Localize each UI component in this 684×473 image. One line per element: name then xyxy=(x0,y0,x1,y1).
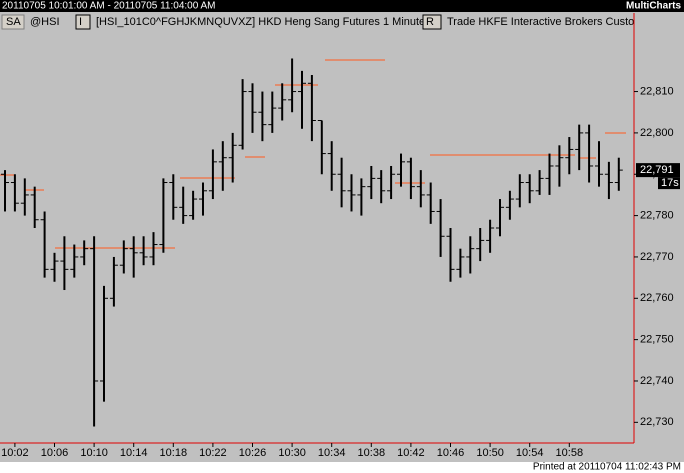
y-tick-label: 22,730 xyxy=(640,416,674,428)
x-tick-label: 10:06 xyxy=(41,447,69,459)
x-tick-label: 10:10 xyxy=(80,447,108,459)
last-price-label: 22,791 xyxy=(640,164,674,176)
app-name: MultiCharts xyxy=(626,1,681,12)
range-button[interactable] xyxy=(422,14,442,30)
x-tick-label: 10:50 xyxy=(476,447,504,459)
x-tick-label: 10:34 xyxy=(318,447,346,459)
x-tick-label: 10:22 xyxy=(199,447,227,459)
countdown: 17s xyxy=(661,177,679,189)
x-tick-label: 10:18 xyxy=(160,447,188,459)
countdown-box xyxy=(658,177,680,190)
data-source: Trade HKFE Interactive Brokers Custo xyxy=(447,16,634,28)
range-label: R xyxy=(426,16,434,28)
title-bar xyxy=(0,0,684,12)
y-tick-label: 22,780 xyxy=(640,210,674,222)
y-tick-label: 22,740 xyxy=(640,375,674,387)
y-tick-label: 22,810 xyxy=(640,85,674,97)
x-tick-label: 10:38 xyxy=(358,447,386,459)
time-range: 20110705 10:01:00 AM - 20110705 11:04:00… xyxy=(2,1,216,12)
y-tick-label: 22,760 xyxy=(640,292,674,304)
x-tick-label: 10:02 xyxy=(1,447,29,459)
footer-bar xyxy=(0,462,684,473)
interval-label: I xyxy=(79,16,82,28)
last-price-box xyxy=(636,163,680,178)
x-tick-label: 10:30 xyxy=(278,447,306,459)
x-tick-label: 10:14 xyxy=(120,447,148,459)
x-tick-label: 10:26 xyxy=(239,447,267,459)
tab-button[interactable] xyxy=(1,14,25,30)
description: [HSI_101C0^FGHJKMNQUVXZ] HKD Heng Sang F… xyxy=(96,16,425,28)
y-tick-label: 22,770 xyxy=(640,251,674,263)
x-tick-label: 10:46 xyxy=(437,447,465,459)
x-tick-label: 10:42 xyxy=(397,447,425,459)
interval-button[interactable] xyxy=(75,14,91,30)
x-tick-label: 10:58 xyxy=(556,447,584,459)
y-tick-label: 22,800 xyxy=(640,127,674,139)
y-tick-label: 22,750 xyxy=(640,334,674,346)
x-tick-label: 10:54 xyxy=(516,447,544,459)
symbol: @HSI xyxy=(30,16,60,28)
print-stamp: Printed at 20110704 11:02:43 PM xyxy=(533,462,681,473)
tab-label: SA xyxy=(6,16,21,28)
